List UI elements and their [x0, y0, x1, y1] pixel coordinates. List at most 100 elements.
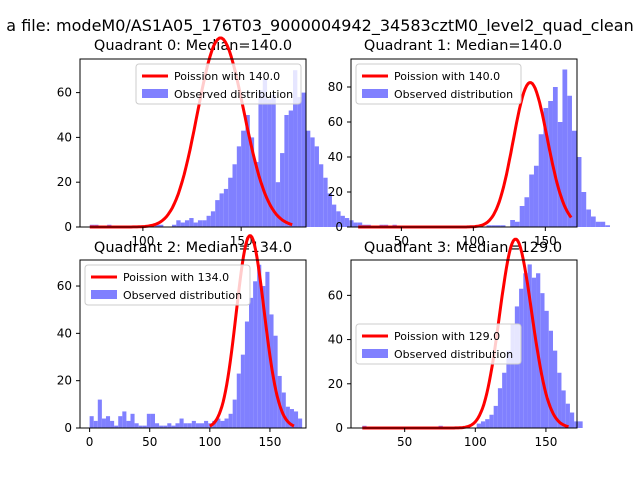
histogram-bar — [480, 421, 486, 428]
histogram-bar — [97, 399, 102, 428]
histogram-bar — [224, 418, 229, 428]
histogram-bar — [552, 87, 558, 227]
histogram-bar — [195, 423, 200, 428]
histogram-bar — [216, 418, 221, 428]
histogram-bar — [318, 164, 324, 227]
histogram-bar — [297, 97, 302, 227]
histogram-bar — [533, 165, 539, 227]
y-tick-label: 60 — [57, 279, 72, 293]
histogram-bar — [288, 110, 294, 227]
histogram-bar — [510, 220, 515, 227]
histogram-bar — [219, 193, 224, 227]
histogram-bar — [519, 206, 525, 227]
histogram-bar — [314, 146, 319, 227]
histogram-bar — [197, 220, 203, 227]
axes-frame — [350, 58, 578, 228]
x-tick-label: 100 — [462, 234, 485, 248]
y-tick-label: 0 — [64, 421, 72, 435]
histogram-bar — [340, 215, 345, 227]
histogram-bar — [118, 416, 123, 428]
histogram-bar — [159, 425, 164, 428]
histogram-bar — [171, 425, 176, 428]
legend: Poission with 129.0 Observed distribution — [355, 323, 522, 365]
histogram-bar — [538, 134, 544, 227]
histogram-bar — [215, 200, 220, 227]
x-tick-label: 100 — [198, 435, 221, 449]
histogram-bar — [331, 204, 337, 227]
legend-line-label: Poission with 134.0 — [123, 271, 229, 284]
histogram-bar — [605, 225, 610, 227]
y-tick-label: 20 — [328, 185, 343, 199]
legend-bar-label: Observed distribution — [174, 88, 293, 101]
histogram-bar — [240, 354, 245, 428]
histogram-bar — [232, 399, 237, 428]
x-tick-label: 50 — [394, 234, 409, 248]
histogram-bar — [130, 413, 135, 428]
histogram-bar — [126, 420, 131, 428]
histogram-bar — [531, 277, 537, 428]
histogram-bar — [122, 411, 127, 428]
histogram-bar — [254, 162, 259, 227]
histogram-bar — [261, 286, 266, 428]
axes-frame — [79, 58, 307, 228]
histogram-bar — [159, 224, 164, 227]
histogram-bar — [180, 222, 185, 227]
histogram-bar — [202, 220, 207, 227]
histogram-bar — [569, 412, 575, 428]
histogram-bar — [155, 423, 160, 428]
histogram-bar — [323, 177, 328, 227]
histogram-bar — [220, 420, 225, 428]
legend-line-label: Poission with 140.0 — [174, 70, 280, 83]
legend-box — [84, 264, 251, 306]
histogram-bar — [571, 130, 577, 227]
histogram-bar — [298, 418, 303, 428]
panel-title: Quadrant 3: Median=129.0 — [364, 240, 562, 256]
legend-bar-swatch — [91, 290, 117, 299]
histogram-bar — [552, 350, 558, 428]
histogram-bar — [281, 392, 286, 428]
histogram-bar — [138, 425, 143, 428]
histogram-bar — [557, 122, 563, 227]
histogram-bar — [105, 416, 111, 428]
histogram-bar — [540, 293, 545, 428]
histogram-bar — [353, 222, 358, 227]
x-tick-label: 0 — [86, 435, 94, 449]
x-tick-label: 150 — [258, 435, 281, 449]
histogram-bar — [210, 211, 216, 227]
histogram-bar — [529, 174, 534, 227]
histogram-bar — [228, 413, 233, 428]
histogram-bar — [262, 79, 268, 227]
histogram-bar — [284, 115, 289, 227]
histogram-bar — [193, 222, 198, 227]
y-tick-label: 20 — [57, 374, 72, 388]
histogram-bar — [206, 215, 211, 227]
histogram-bar — [249, 297, 254, 428]
legend-bar-swatch — [362, 89, 388, 98]
histogram-bar — [183, 423, 188, 428]
histogram-bar — [491, 225, 496, 227]
histogram-bar — [301, 92, 306, 227]
histogram-bar — [514, 221, 520, 227]
histogram-bar — [257, 264, 262, 428]
histogram-bar — [245, 115, 250, 227]
histogram-bar — [344, 218, 350, 227]
legend-line-label: Poission with 129.0 — [394, 330, 500, 343]
histogram-bar — [514, 306, 520, 428]
y-tick-label: 80 — [328, 80, 343, 94]
histogram-bar — [110, 420, 115, 428]
histogram-bar — [258, 90, 263, 227]
legend-bar-swatch — [362, 349, 388, 358]
y-tick-label: 40 — [57, 326, 72, 340]
histogram-bar — [574, 421, 579, 428]
histogram-bar — [241, 130, 246, 227]
legend-bar-label: Observed distribution — [123, 289, 242, 302]
histogram-bar — [561, 390, 566, 428]
histogram-bar — [236, 373, 241, 428]
histogram-bar — [101, 418, 106, 428]
histogram-bar — [187, 423, 192, 428]
legend: Poission with 134.0 Observed distribution — [84, 264, 251, 306]
histogram-bar — [191, 420, 196, 428]
y-tick-label: 0 — [335, 220, 343, 234]
histogram-bar — [576, 157, 582, 227]
